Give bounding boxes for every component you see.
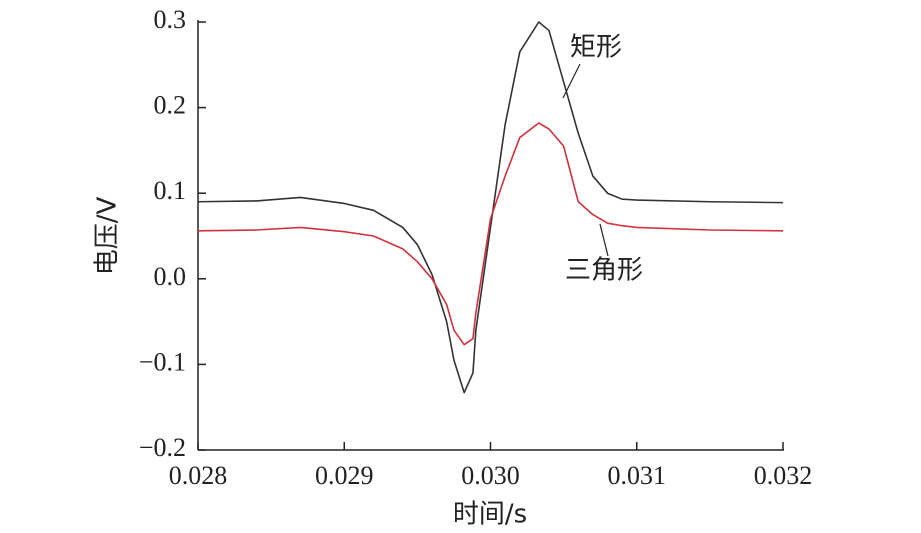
x-tick-label: 0.030: [461, 461, 520, 490]
y-tick-label: 0.3: [154, 5, 187, 34]
y-tick-label: 0.1: [154, 176, 187, 205]
y-tick-label: −0.2: [139, 433, 186, 462]
y-tick-label: 0.0: [154, 262, 187, 291]
series-line: [197, 122, 784, 346]
x-tick-label: 0.032: [754, 461, 813, 490]
series-annotation: 三角形: [565, 256, 643, 286]
x-tick-label: 0.028: [169, 461, 228, 490]
series-annotation: 矩形: [570, 33, 622, 63]
y-axis-label: 电压/V: [93, 197, 123, 276]
x-tick-label: 0.029: [315, 461, 374, 490]
series-line: [197, 21, 784, 394]
leader-line: [599, 223, 609, 257]
x-axis-label: 时间/s: [453, 500, 527, 530]
y-tick-label: −0.1: [139, 347, 186, 376]
x-tick-label: 0.031: [608, 461, 667, 490]
leader-line: [562, 63, 581, 99]
y-tick-label: 0.2: [154, 91, 187, 120]
